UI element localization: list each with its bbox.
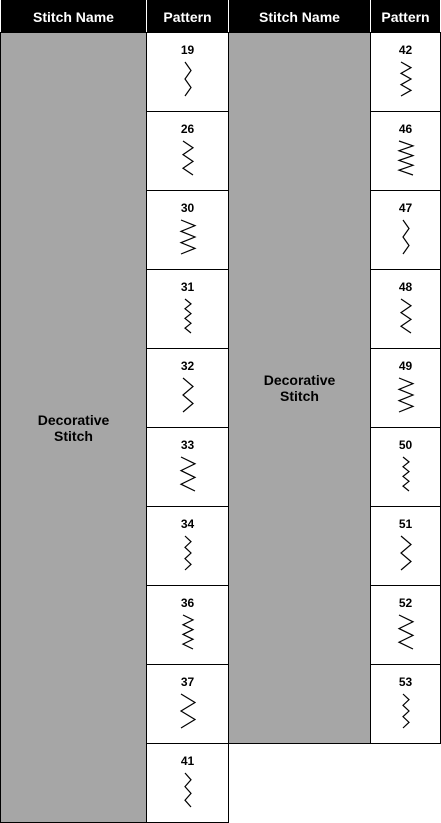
stitch-icon: [181, 140, 194, 176]
stitch-icon: [399, 61, 412, 97]
pattern-cell: 52: [370, 585, 441, 665]
stitch-line: [399, 535, 412, 571]
stitch-line: [179, 456, 196, 492]
pattern-number: 33: [180, 438, 195, 452]
pattern-number: 36: [180, 596, 195, 610]
column-header: Stitch Name: [0, 0, 147, 33]
pattern-cell: 34: [146, 506, 229, 586]
pattern-cell: 26: [146, 111, 229, 191]
pattern-cell: 33: [146, 427, 229, 507]
stitch-icon: [401, 693, 410, 729]
column-header: Pattern: [370, 0, 441, 33]
pattern-cell: 51: [370, 506, 441, 586]
pattern-cell: 48: [370, 269, 441, 349]
stitch-icon: [396, 140, 415, 176]
stitch-name: Decorative Stitch: [228, 32, 371, 744]
column-header: Stitch Name: [228, 0, 371, 33]
stitch-icon: [399, 535, 412, 571]
pattern-cell: 46: [370, 111, 441, 191]
stitch-icon: [183, 772, 192, 808]
stitch-line: [399, 298, 412, 334]
pattern-number: 37: [180, 675, 195, 689]
pattern-cell: 30: [146, 190, 229, 270]
pattern-number: 34: [180, 517, 195, 531]
stitch-line: [399, 61, 412, 97]
pattern-cell: 19: [146, 32, 229, 112]
stitch-icon: [401, 456, 410, 492]
stitch-icon: [179, 693, 196, 729]
stitch-line: [396, 140, 415, 176]
pattern-number: 42: [398, 43, 413, 57]
stitch-icon: [183, 61, 192, 97]
pattern-cell: 36: [146, 585, 229, 665]
pattern-cell: 49: [370, 348, 441, 428]
stitch-line: [396, 377, 415, 413]
stitch-line: [183, 61, 192, 97]
stitch-line: [401, 693, 410, 729]
stitch-icon: [181, 614, 194, 650]
pattern-number: 30: [180, 201, 195, 215]
pattern-cell: 31: [146, 269, 229, 349]
stitch-line: [183, 535, 192, 571]
stitch-line: [397, 614, 414, 650]
stitch-icon: [183, 535, 192, 571]
pattern-cell: 32: [146, 348, 229, 428]
stitch-icon: [401, 219, 410, 255]
pattern-cell: 50: [370, 427, 441, 507]
stitch-line: [183, 772, 192, 808]
stitch-icon: [183, 298, 192, 334]
stitch-line: [178, 219, 197, 255]
pattern-number: 31: [180, 280, 195, 294]
pattern-cell: 42: [370, 32, 441, 112]
pattern-number: 49: [398, 359, 413, 373]
stitch-icon: [179, 456, 196, 492]
pattern-cell: 53: [370, 664, 441, 744]
stitch-line: [179, 693, 196, 729]
pattern-number: 19: [180, 43, 195, 57]
pattern-cell: 47: [370, 190, 441, 270]
pattern-number: 50: [398, 438, 413, 452]
pattern-cell: 41: [146, 743, 229, 823]
stitch-name: Decorative Stitch: [0, 32, 147, 823]
pattern-number: 52: [398, 596, 413, 610]
stitch-line: [181, 140, 194, 176]
pattern-number: 41: [180, 754, 195, 768]
stitch-icon: [397, 614, 414, 650]
stitch-line: [401, 219, 410, 255]
pattern-number: 48: [398, 280, 413, 294]
pattern-cell: 37: [146, 664, 229, 744]
stitch-line: [181, 614, 194, 650]
stitch-icon: [396, 377, 415, 413]
stitch-icon: [181, 377, 194, 413]
stitch-icon: [178, 219, 197, 255]
column-header: Pattern: [146, 0, 229, 33]
pattern-number: 32: [180, 359, 195, 373]
stitch-line: [401, 456, 410, 492]
pattern-number: 26: [180, 122, 195, 136]
stitch-line: [181, 377, 194, 413]
stitch-icon: [399, 298, 412, 334]
pattern-number: 53: [398, 675, 413, 689]
pattern-number: 51: [398, 517, 413, 531]
pattern-number: 47: [398, 201, 413, 215]
stitch-line: [183, 298, 192, 334]
pattern-number: 46: [398, 122, 413, 136]
